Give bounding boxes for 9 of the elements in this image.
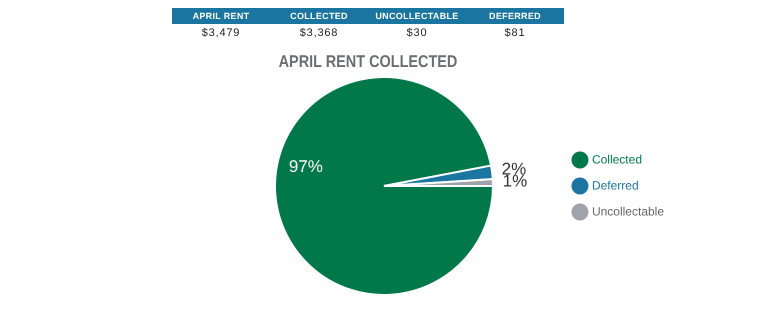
- legend-label: Uncollectable: [592, 204, 664, 218]
- text: $3,479: [200, 26, 242, 40]
- chart-title: APRIL RENT COLLECTED: [278, 52, 458, 72]
- legend-label: Deferred: [592, 178, 639, 192]
- text: $3,368: [298, 26, 340, 40]
- legend-label: Collected: [592, 152, 642, 166]
- data-label: 97%: [288, 157, 323, 176]
- text: $81: [504, 26, 526, 40]
- text: $30: [406, 26, 428, 40]
